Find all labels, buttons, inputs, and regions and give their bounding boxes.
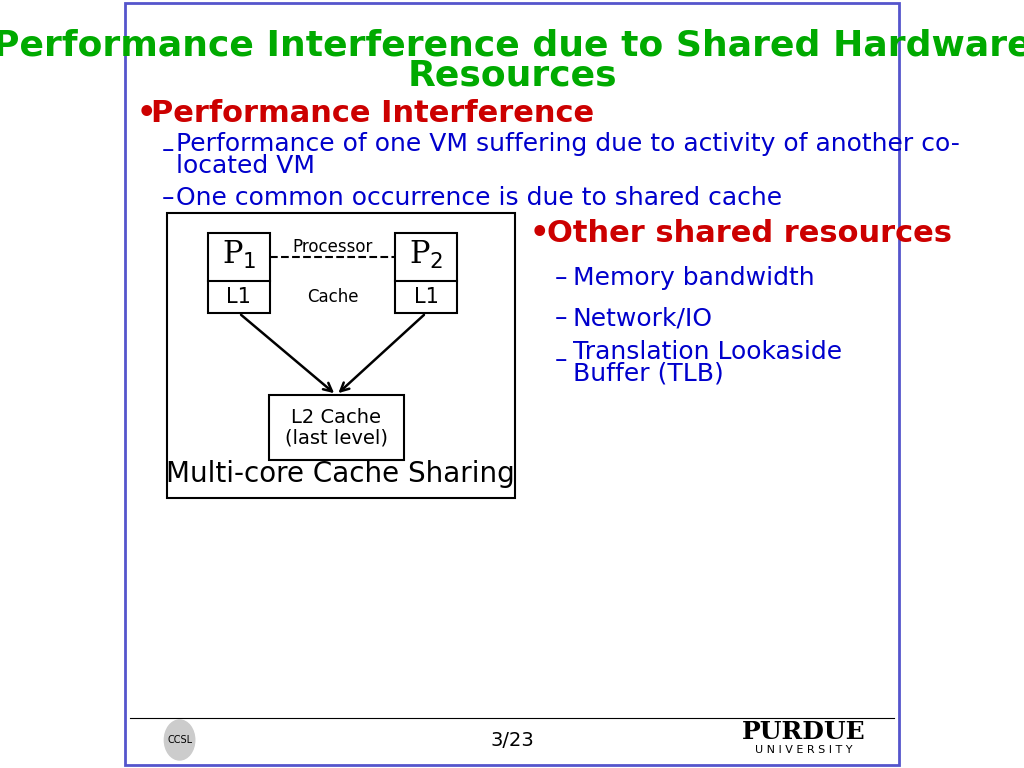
FancyBboxPatch shape	[208, 233, 270, 313]
Text: –: –	[162, 138, 174, 162]
Text: located VM: located VM	[176, 154, 314, 178]
Text: L1: L1	[226, 287, 251, 307]
Text: Network/IO: Network/IO	[572, 306, 713, 330]
Text: P$_2$: P$_2$	[409, 239, 443, 271]
Text: Multi-core Cache Sharing: Multi-core Cache Sharing	[167, 460, 515, 488]
Text: 3/23: 3/23	[490, 730, 534, 750]
Text: PURDUE: PURDUE	[741, 720, 865, 744]
Text: Performance of one VM suffering due to activity of another co-: Performance of one VM suffering due to a…	[176, 132, 959, 156]
Text: –: –	[162, 186, 174, 210]
Circle shape	[164, 720, 195, 760]
FancyBboxPatch shape	[268, 395, 404, 460]
Text: Translation Lookaside: Translation Lookaside	[572, 340, 842, 364]
Text: Resources: Resources	[408, 59, 616, 93]
Text: Processor: Processor	[292, 238, 373, 257]
Text: CCSL: CCSL	[167, 735, 193, 745]
Text: One common occurrence is due to shared cache: One common occurrence is due to shared c…	[176, 186, 782, 210]
Text: Memory bandwidth: Memory bandwidth	[572, 266, 814, 290]
FancyBboxPatch shape	[167, 213, 515, 498]
Text: Cache: Cache	[307, 288, 358, 306]
Text: Performance Interference: Performance Interference	[152, 98, 595, 127]
Text: Performance Interference due to Shared Hardware: Performance Interference due to Shared H…	[0, 29, 1024, 63]
Text: –: –	[555, 348, 567, 372]
Text: •: •	[529, 219, 549, 247]
Text: –: –	[555, 266, 567, 290]
Text: P$_1$: P$_1$	[221, 239, 256, 271]
Text: •: •	[136, 98, 156, 127]
Text: Other shared resources: Other shared resources	[547, 219, 952, 247]
Text: U N I V E R S I T Y: U N I V E R S I T Y	[755, 745, 852, 755]
Text: (last level): (last level)	[285, 428, 388, 447]
Text: L2 Cache: L2 Cache	[291, 408, 381, 427]
FancyBboxPatch shape	[395, 233, 458, 313]
Text: Buffer (TLB): Buffer (TLB)	[572, 362, 724, 386]
Text: L1: L1	[414, 287, 438, 307]
Text: –: –	[555, 306, 567, 330]
